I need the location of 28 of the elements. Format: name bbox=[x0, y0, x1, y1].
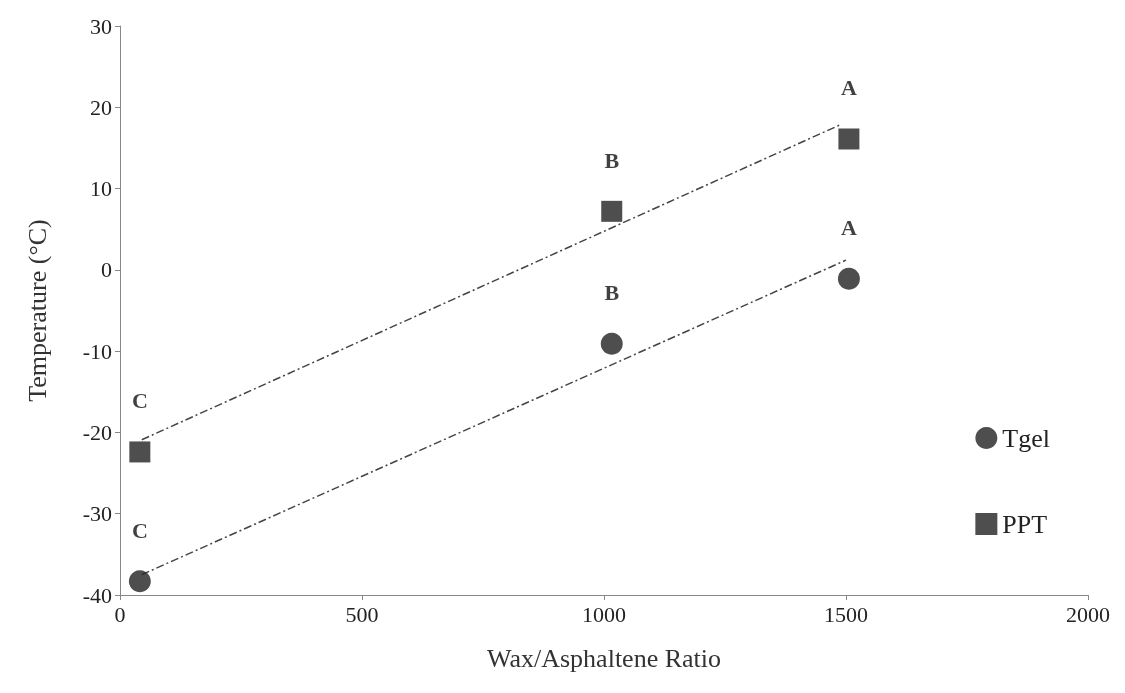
y-tick-label: 30 bbox=[90, 13, 112, 39]
point bbox=[129, 441, 151, 463]
point bbox=[601, 200, 623, 222]
y-tick-label: -40 bbox=[82, 582, 112, 608]
point bbox=[838, 128, 860, 150]
x-axis-title: Wax/Asphaltene Ratio bbox=[486, 643, 722, 673]
annotation: B bbox=[604, 147, 620, 173]
legend-label: PPT bbox=[1002, 509, 1048, 539]
y-axis-title: Temperature (°C) bbox=[22, 219, 52, 402]
annotation: A bbox=[840, 75, 857, 101]
legend-label: Tgel bbox=[1002, 423, 1051, 453]
x-tick-label: 1000 bbox=[582, 601, 626, 627]
y-tick-label: 10 bbox=[90, 176, 112, 202]
point bbox=[600, 332, 623, 355]
y-tick-label: 20 bbox=[90, 94, 112, 120]
x-tick-label: 500 bbox=[345, 601, 379, 627]
x-tick-label: 2000 bbox=[1066, 601, 1110, 627]
annotation: C bbox=[131, 517, 148, 543]
y-tick-label: 0 bbox=[101, 257, 112, 283]
annotation: B bbox=[604, 280, 620, 306]
point bbox=[837, 267, 860, 290]
point bbox=[128, 570, 151, 593]
y-tick-label: -20 bbox=[82, 419, 112, 445]
annotation: A bbox=[840, 215, 857, 241]
y-tick-label: -30 bbox=[82, 501, 112, 527]
annotation: C bbox=[131, 388, 148, 414]
x-tick-label: 1500 bbox=[824, 601, 868, 627]
y-tick-label: -10 bbox=[82, 338, 112, 364]
